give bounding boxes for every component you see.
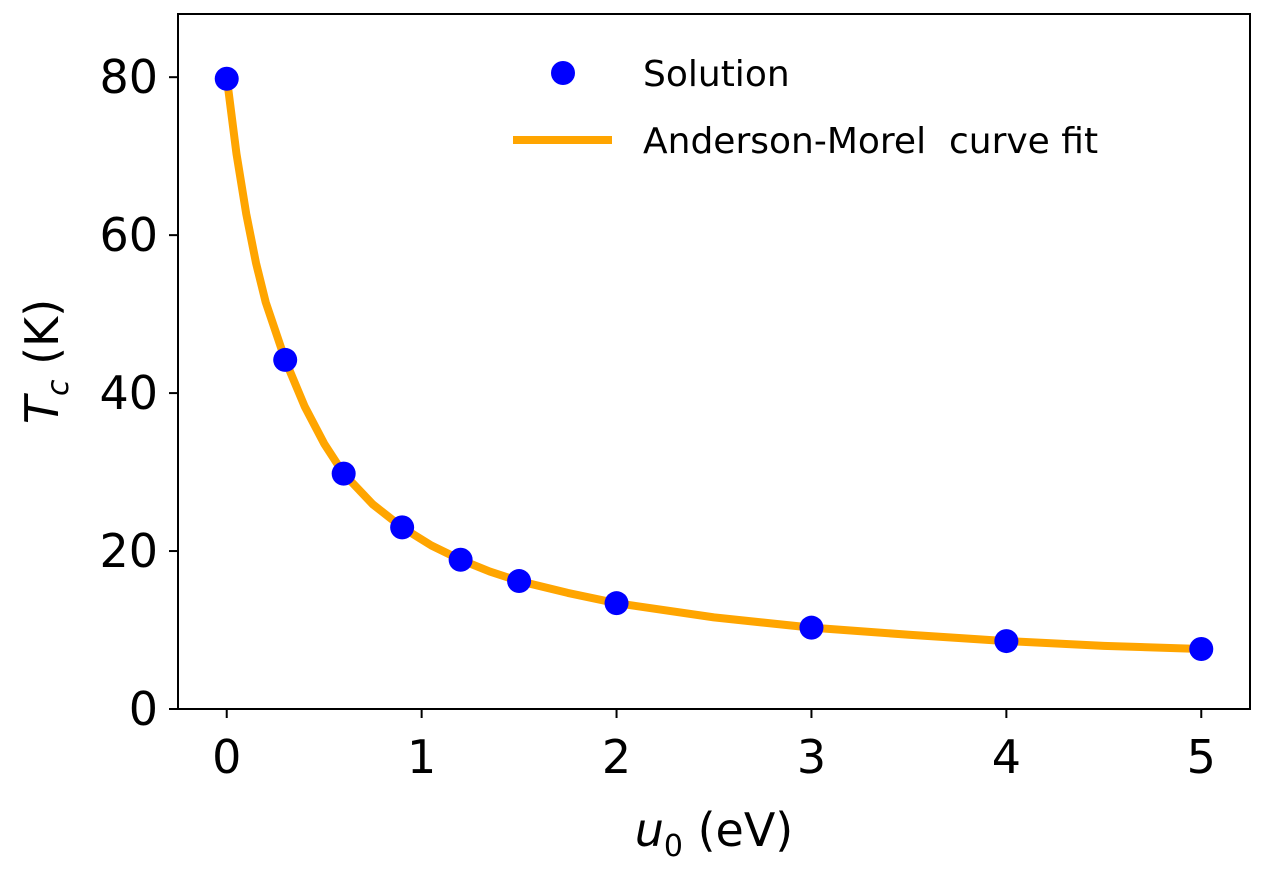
y-tick-label-0: 0 — [129, 682, 158, 736]
y-axis-label-var: T — [15, 392, 69, 424]
y-axis-label-sub: c — [41, 379, 76, 396]
x-tick-label-1: 1 — [407, 730, 436, 784]
y-axis-label: Tc (K) — [15, 299, 76, 424]
y-tick-label-1: 20 — [99, 524, 158, 578]
data-point-4 — [448, 547, 473, 572]
data-point-5 — [507, 569, 532, 594]
y-tick-label-4: 80 — [99, 50, 158, 104]
legend-label-curve-fit: Anderson-Morel curve fit — [643, 121, 1098, 162]
data-point-9 — [1189, 636, 1214, 661]
data-point-8 — [994, 629, 1019, 654]
legend-marker-solution — [551, 61, 575, 85]
data-points-layer — [214, 66, 1214, 661]
x-axis-ticks: 0 1 2 3 4 5 — [212, 709, 1216, 784]
data-point-3 — [390, 515, 415, 540]
x-tick-label-2: 2 — [602, 730, 631, 784]
axes-frame — [177, 13, 1251, 710]
x-axis-label: u0 (eV) — [635, 803, 794, 864]
data-point-7 — [799, 615, 824, 640]
y-tick-label-3: 60 — [99, 208, 158, 262]
legend: Solution Anderson-Morel curve fit — [513, 54, 1098, 162]
y-axis-ticks: 0 20 40 60 80 — [99, 50, 178, 736]
data-point-2 — [331, 461, 356, 486]
x-tick-label-5: 5 — [1187, 730, 1216, 784]
y-tick-label-2: 40 — [99, 366, 158, 420]
x-tick-label-3: 3 — [797, 730, 826, 784]
data-point-6 — [604, 591, 629, 616]
y-axis-label-unit: (K) — [15, 299, 69, 380]
series-line-curve-fit — [222, 76, 1202, 653]
x-axis-label-var: u — [635, 803, 664, 857]
plot-area — [214, 66, 1214, 661]
x-axis-label-unit: (eV) — [683, 803, 793, 857]
data-point-1 — [273, 347, 298, 372]
x-tick-label-0: 0 — [212, 730, 241, 784]
data-point-0 — [214, 66, 239, 91]
x-axis-label-sub: 0 — [664, 829, 683, 864]
x-tick-label-4: 4 — [992, 730, 1021, 784]
fit-curve-layer — [222, 76, 1202, 653]
legend-label-solution: Solution — [643, 54, 790, 95]
